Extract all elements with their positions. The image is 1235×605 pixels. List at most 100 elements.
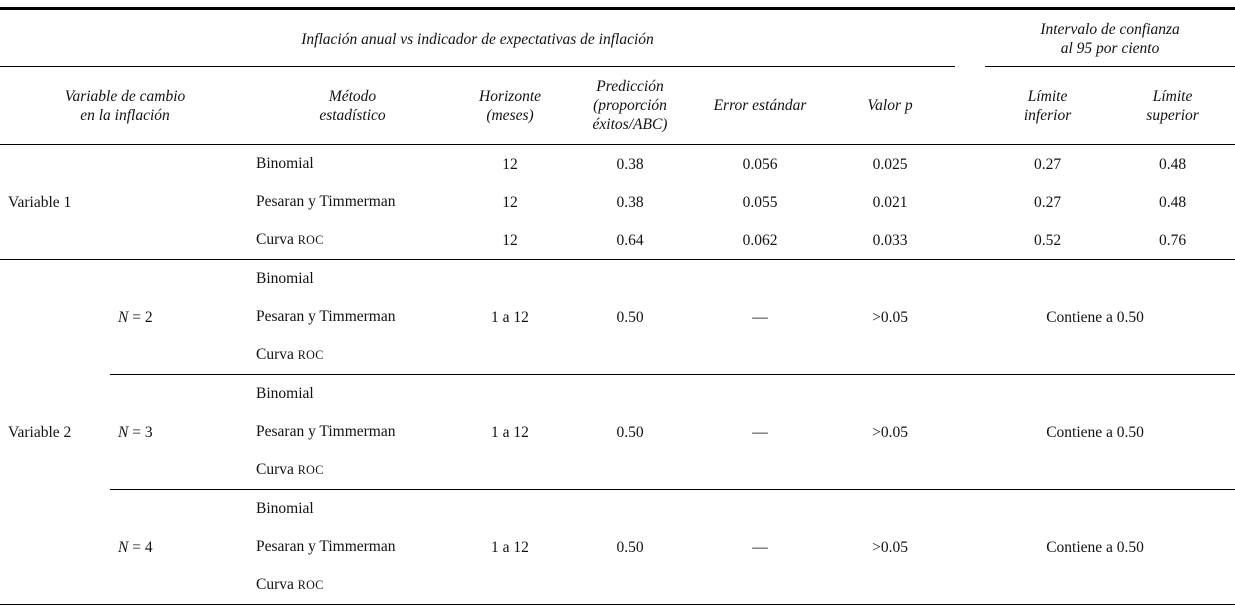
n-symbol: N: [118, 538, 129, 556]
cell-horizonte: 12: [502, 193, 518, 211]
cell-prediccion: 0.50: [565, 374, 695, 490]
cell-metodo: Binomial: [250, 489, 455, 528]
cell-error-estandar: —: [695, 489, 825, 605]
table-row: Variable 2 N = 2 Binomial 1 a 12 0.50 — …: [0, 259, 1235, 605]
cell-limite-superior: 0.76: [1158, 231, 1187, 249]
cell-prediccion: 0.64: [616, 231, 644, 249]
variable-2-label: Variable 2: [0, 259, 110, 605]
n-4-label: N = 4: [110, 489, 250, 605]
col-header-limite-inferior: Límite inferior: [985, 66, 1111, 145]
cell-limite-inferior: 0.52: [1033, 231, 1062, 249]
cell-horizonte: 12: [502, 155, 518, 173]
variable-1-label: Variable 1: [8, 193, 72, 211]
cell-prediccion: 0.50: [565, 259, 695, 375]
cell-horizonte: 1 a 12: [455, 374, 565, 490]
cell-error-estandar: 0.056: [742, 155, 778, 173]
column-header-row: Variable de cambio en la inflación Métod…: [0, 66, 1235, 145]
cell-metodo: Pesaran y Timmerman: [250, 528, 455, 566]
n-value: = 4: [128, 538, 153, 556]
cell-metodo: Curva ROC: [250, 566, 455, 605]
metodo-name: Binomial: [256, 385, 314, 402]
col-header-prediccion: Predicción (proporción éxitos/ABC): [565, 66, 695, 145]
cell-metodo: Pesaran y Timmerman: [250, 413, 455, 451]
col-header-metodo: Método estadístico: [250, 66, 455, 145]
cell-limite-superior: 0.48: [1158, 193, 1187, 211]
n-value: = 2: [128, 308, 153, 326]
metodo-name: Curva: [256, 231, 298, 248]
metodo-name: Pesaran y Timmerman: [256, 423, 396, 440]
metodo-name: Binomial: [256, 155, 314, 172]
cell-intervalo: Contiene a 0.50: [955, 489, 1235, 605]
cell-metodo: Curva ROC: [250, 221, 455, 260]
group-header-right: Intervalo de confianza al 95 por ciento: [985, 8, 1235, 67]
cell-metodo: Pesaran y Timmerman: [250, 183, 455, 221]
n-value: = 3: [128, 423, 153, 441]
cell-valor-p: 0.021: [872, 193, 908, 211]
metodo-name: Curva: [256, 346, 298, 363]
metodo-smallcaps: ROC: [297, 463, 324, 477]
n-2-label: N = 2: [110, 259, 250, 375]
metodo-name: Pesaran y Timmerman: [256, 538, 396, 555]
n-symbol: N: [118, 423, 129, 441]
metodo-name: Curva: [256, 576, 298, 593]
col-header-limite-superior: Límite superior: [1110, 66, 1235, 145]
cell-error-estandar: —: [695, 259, 825, 375]
cell-intervalo: Contiene a 0.50: [955, 259, 1235, 375]
table-row: Pesaran y Timmerman: [0, 528, 1235, 566]
cell-intervalo: Contiene a 0.50: [955, 374, 1235, 490]
col-header-error-estandar: Error estándar: [695, 66, 825, 145]
cell-horizonte: 12: [502, 231, 518, 249]
cell-metodo: Binomial: [250, 145, 455, 184]
group-header-row: Inflación anual vs indicador de expectat…: [0, 8, 1235, 67]
cell-error-estandar: 0.062: [742, 231, 778, 249]
table-row: Curva ROC: [0, 566, 1235, 605]
cell-prediccion: 0.38: [616, 193, 644, 211]
n-3-label: N = 3: [110, 374, 250, 490]
inflation-expectations-table: Inflación anual vs indicador de expectat…: [0, 7, 1235, 605]
cell-limite-inferior: 0.27: [1033, 193, 1062, 211]
cell-limite-superior: 0.48: [1158, 155, 1187, 173]
cell-metodo: Pesaran y Timmerman: [250, 298, 455, 336]
cell-valor-p: 0.033: [872, 231, 908, 249]
col-header-variable: Variable de cambio en la inflación: [0, 66, 250, 145]
metodo-smallcaps: ROC: [297, 233, 324, 247]
table-row: Pesaran y Timmerman: [0, 298, 1235, 336]
metodo-name: Binomial: [256, 500, 314, 517]
cell-metodo: Curva ROC: [250, 451, 455, 490]
metodo-name: Curva: [256, 461, 298, 478]
table-row: Curva ROC: [0, 336, 1235, 375]
cell-error-estandar: 0.055: [742, 193, 778, 211]
header-gap: [955, 9, 985, 67]
cell-horizonte: 1 a 12: [455, 489, 565, 605]
table-row: Pesaran y Timmerman: [0, 413, 1235, 451]
n-symbol: N: [118, 308, 129, 326]
cell-metodo: Binomial: [250, 259, 455, 298]
spacer-cell: [955, 145, 985, 260]
cell-metodo: Curva ROC: [250, 336, 455, 375]
metodo-name: Pesaran y Timmerman: [256, 193, 396, 210]
col-header-gap: [955, 66, 986, 145]
cell-prediccion: 0.50: [565, 489, 695, 605]
col-header-valor-p: Valor p: [825, 66, 956, 145]
cell-valor-p: 0.025: [872, 155, 908, 173]
cell-valor-p: >0.05: [825, 489, 956, 605]
table-row: N = 3 Binomial 1 a 12 0.50 — >0.05 Conti…: [0, 374, 1235, 490]
metodo-name: Binomial: [256, 270, 314, 287]
metodo-smallcaps: ROC: [297, 578, 324, 592]
table-row: Variable 1 Binomial 12 0.38 0.056 0.025 …: [0, 145, 1235, 211]
table-row: Curva ROC: [0, 451, 1235, 490]
cell-prediccion: 0.38: [616, 155, 644, 173]
metodo-smallcaps: ROC: [297, 348, 324, 362]
cell-valor-p: >0.05: [825, 374, 956, 490]
table-row: Pesaran y Timmerman 12 0.38 0.055 0.021 …: [0, 183, 1235, 221]
cell-metodo: Binomial: [250, 374, 455, 413]
cell-valor-p: >0.05: [825, 259, 956, 375]
cell-limite-inferior: 0.27: [1033, 155, 1062, 173]
cell-horizonte: 1 a 12: [455, 259, 565, 375]
metodo-name: Pesaran y Timmerman: [256, 308, 396, 325]
table-row: N = 4 Binomial 1 a 12 0.50 — >0.05 Conti…: [0, 489, 1235, 605]
group-header-left: Inflación anual vs indicador de expectat…: [0, 8, 956, 67]
table-row: Curva ROC 12 0.64 0.062 0.033 0.52 0.76: [0, 221, 1235, 260]
cell-error-estandar: —: [695, 374, 825, 490]
